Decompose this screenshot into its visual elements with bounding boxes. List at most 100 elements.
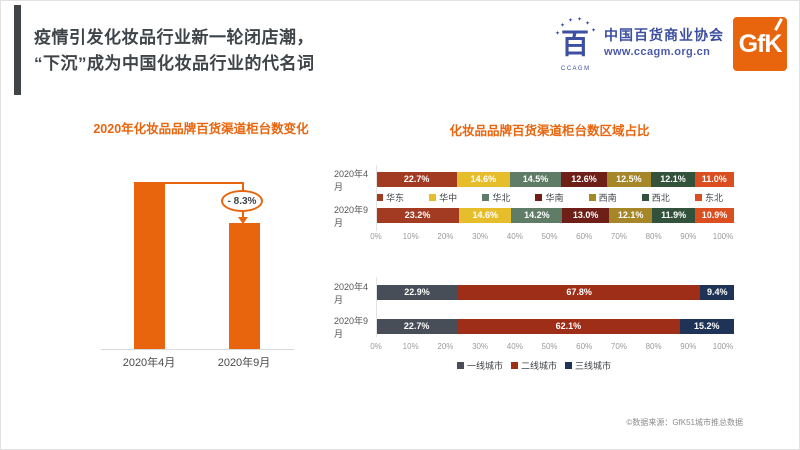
stacked-bar-track: 23.2% 14.6% 14.2% 13.0% 12.1% 11.9% 10.9% [376,208,734,223]
svg-text:✦: ✦ [555,30,560,37]
axis-tick: 40% [506,342,523,351]
bar-segment-西北: 11.9% [652,208,695,223]
legend-swatch-icon [376,193,383,201]
stacked-bar-track: 22.7% 62.1% 15.2% [376,319,734,334]
bar-segment-华南: 12.6% [561,172,607,187]
axis-tick: 0% [370,232,382,241]
right-chart-title: 化妆品品牌百货渠道柜台数区域占比 [449,124,650,138]
left-chart-plot: - 8.3% 2020年4月 2020年9月 [61,137,341,387]
ccagm-text: 中国百货商业协会 www.ccagm.org.cn [604,28,724,59]
legend-item-华南: 华南 [535,191,563,204]
svg-text:✦: ✦ [560,22,565,29]
axis-tick: 80% [645,232,662,241]
gfk-logo: GfK [733,17,787,71]
row-label: 2020年9月 [334,315,369,339]
legend-label: 西北 [651,192,670,203]
ccagm-emblem-icon: ✦✦✦ ✦✦✦ 百 C C A G M [555,16,596,72]
ccagm-url: www.ccagm.org.cn [604,45,711,58]
axis-tick: 10% [402,232,419,241]
legend-swatch-icon [588,193,596,201]
axis-tick: 60% [576,232,593,241]
axis-tick: 100% [712,342,734,351]
axis-tick: 50% [541,342,558,351]
city-tier-chart: 2020年4月 22.9% 67.8% 9.4% 2020年9月 22.7% 62.1… [334,277,734,371]
stacked-row: 2020年4月 22.9% 67.8% 9.4% [334,282,734,305]
svg-text:百: 百 [561,27,589,60]
logo-area: ✦ ✦ ✦ ✦ ✦ ✦ 百 C C A G M 中国百货商业协会 www.ccagm.o… [552,15,787,73]
y-axis-line [376,165,377,231]
bar-segment-西南: 12.5% [606,172,652,187]
legend-item-东北: 东北 [694,191,723,204]
bar-segment-一线城市: 22.9% [376,285,458,300]
bar-segment-一线城市: 22.7% [376,319,458,334]
stacked-row: 2020年4月 22.7% 14.6% 14.5% 12.6% 12.5% 12.1% 11… [334,169,734,192]
legend-swatch-icon [456,361,464,369]
bar-segment-西南: 12.1% [608,208,653,223]
axis-tick: 90% [680,232,697,241]
axis-tick: 30% [472,342,489,351]
bar-segment-东北: 10.9% [694,208,734,223]
svg-text:✦: ✦ [591,27,596,34]
slide-title: 疫情引发化妆品行业新一轮闭店潮， “下沉”成为中国化妆品行业的代名词 [34,25,315,77]
stacked-bar-track: 22.9% 67.8% 9.4% [376,285,734,300]
axis-tick: 20% [437,232,454,241]
annotation-connector-line [165,182,243,184]
legend-item-华中: 华中 [429,191,457,204]
axis-tick: 90% [680,342,697,351]
axis-tick: 20% [437,342,454,351]
gfk-logo-text: GfK [738,29,783,58]
bar-2020-04 [134,182,165,349]
axis-tick: 100% [712,232,734,241]
x-label-2020-09: 2020年9月 [217,357,271,369]
svg-text:✦: ✦ [568,17,573,24]
y-axis-line [376,277,377,337]
stacked-row: 2020年9月 23.2% 14.6% 14.2% 13.0% 12.1% 11.9% 10… [334,205,734,228]
region-share-chart: 化妆品品牌百货渠道柜台数区域占比 2020年4月 22.7% 14.6% 14.5%… [334,123,734,244]
bar-2020-09 [229,223,260,349]
legend-swatch-icon [641,193,649,201]
bar-segment-华南: 13.0% [562,208,609,223]
legend-item-三线城市: 三线城市 [565,359,611,372]
legend-label: 华东 [386,192,405,203]
svg-text:✦: ✦ [577,16,582,23]
legend-label: 一线城市 [466,360,503,371]
legend-swatch-icon [429,193,437,201]
axis-tick: 10% [402,342,419,351]
annotation-connector-drop [242,182,244,191]
legend-item-二线城市: 二线城市 [510,359,557,372]
axis-tick: 50% [541,232,558,241]
data-source-footnote: ©数据来源：GfK51城市推总数据 [626,418,743,427]
annotation-arrow-line [242,212,244,218]
x-axis: 0% 10% 20% 30% 40% 50% 60% 70% 80% 90% 100% [370,232,733,244]
left-chart-title: 2020年化妆品品牌百货渠道柜台数变化 [93,122,309,136]
legend-swatch-icon [535,193,543,201]
axis-tick: 0% [370,342,382,351]
svg-text:C C A G M: C C A G M [561,66,589,72]
row-label: 2020年9月 [334,204,369,228]
axis-tick: 70% [610,342,627,351]
legend-item-华北: 华北 [482,191,510,204]
axis-tick: 30% [472,232,489,241]
bar-segment-二线城市: 67.8% [457,285,701,300]
bar-segment-华北: 14.2% [511,208,563,223]
change-annotation-badge: - 8.3% [221,190,263,212]
axis-tick: 80% [645,342,662,351]
ccagm-logo: ✦ ✦ ✦ ✦ ✦ ✦ 百 C C A G M 中国百货商业协会 www.ccagm.o… [552,15,724,73]
bar-segment-华北: 14.5% [509,172,562,187]
legend-swatch-icon [482,193,490,201]
legend-label: 东北 [704,192,723,203]
bar-segment-华中: 14.6% [459,208,512,223]
bar-segment-东北: 11.0% [694,172,734,187]
legend-label: 华南 [545,192,564,203]
row-label: 2020年4月 [334,168,369,192]
slide-title-line1: 疫情引发化妆品行业新一轮闭店潮， [34,28,314,47]
stacked-row: 2020年9月 22.7% 62.1% 15.2% [334,316,734,339]
annotation-arrow-head-icon [238,217,248,224]
legend-label: 华北 [492,192,511,203]
legend-item-一线城市: 一线城市 [456,359,503,372]
legend-item-华东: 华东 [376,191,404,204]
legend-label: 西南 [598,192,617,203]
axis-tick: 60% [576,342,593,351]
bar-segment-二线城市: 62.1% [457,319,680,334]
